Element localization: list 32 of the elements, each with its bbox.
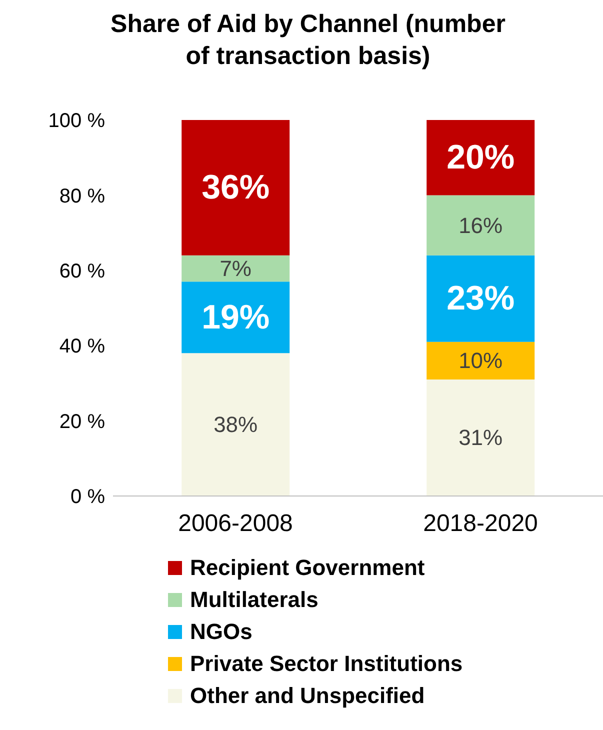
- data-label: 31%: [458, 425, 503, 450]
- x-tick-label: 2018-2020: [423, 510, 538, 538]
- bar: [426, 120, 535, 196]
- x-tick-label: 2006-2008: [178, 510, 293, 538]
- bar: [182, 120, 290, 256]
- data-label: 16%: [458, 212, 503, 238]
- bar: [426, 342, 535, 380]
- data-label: 10%: [458, 348, 503, 374]
- bar: [182, 353, 290, 496]
- data-label: 20%: [446, 138, 515, 177]
- data-label: 7%: [220, 256, 252, 282]
- data-label: 19%: [202, 298, 270, 336]
- legend-label: Multilaterals: [190, 586, 318, 614]
- bar: [182, 255, 290, 282]
- legend-label: Private Sector Institutions: [190, 650, 463, 678]
- legend-label: Other and Unspecified: [190, 682, 425, 710]
- bar: [426, 255, 535, 342]
- bar: [426, 379, 535, 496]
- legend-label: NGOs: [190, 618, 252, 646]
- bar: [182, 282, 290, 354]
- bar: [426, 195, 535, 256]
- y-tick-label: 80 %: [59, 185, 106, 208]
- data-label: 38%: [214, 412, 258, 438]
- chart-title: Share of Aid by Channel (number of transaction basis): [110, 9, 506, 72]
- y-tick-label: 20 %: [59, 410, 106, 433]
- y-tick-label: 100 %: [48, 110, 106, 132]
- data-label: 36%: [202, 168, 270, 207]
- data-label: 23%: [446, 280, 515, 318]
- y-tick-label: 0 %: [70, 486, 106, 508]
- legend-label: Recipient Government: [190, 554, 425, 582]
- y-tick-label: 60 %: [59, 260, 106, 282]
- y-tick-label: 40 %: [59, 336, 106, 358]
